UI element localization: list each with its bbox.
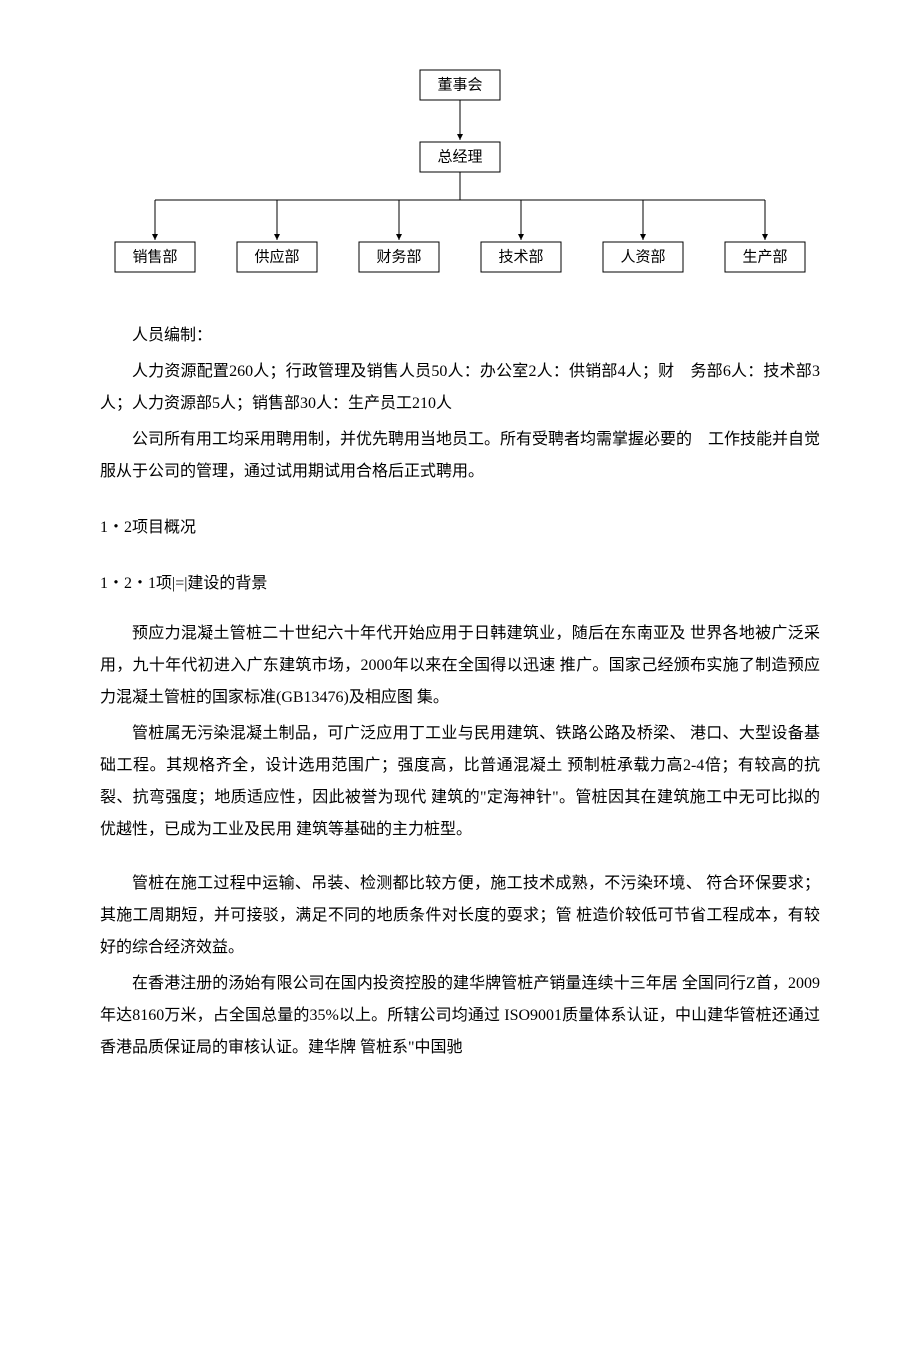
para-bg-4: 在香港注册的汤始有限公司在国内投资控股的建华牌管桩产销量连续十三年居 全国同行Z… xyxy=(100,968,820,1064)
heading-1-2: 1・2项目概况 xyxy=(100,512,820,544)
heading-1-2-1: 1・2・1项|=|建设的背景 xyxy=(100,568,820,600)
paragraph-gap xyxy=(100,850,820,868)
node-supply-label: 供应部 xyxy=(254,247,299,265)
para-bg-1: 预应力混凝土管桩二十世纪六十年代开始应用于日韩建筑业，随后在东南亚及 世界各地被… xyxy=(100,618,820,714)
org-chart: 董事会 总经理 销售部 供应部 财务部 技术 xyxy=(100,60,820,290)
node-tech-label: 技术部 xyxy=(498,248,543,265)
node-sales-label: 销售部 xyxy=(132,248,177,265)
para-staffing: 人力资源配置260人；行政管理及销售人员50人：办公室2人：供销部4人；财 务部… xyxy=(100,356,820,420)
node-board-label: 董事会 xyxy=(437,76,482,93)
para-bg-2: 管桩属无污染混凝土制品，可广泛应用丁工业与民用建筑、铁路公路及桥梁、 港口、大型… xyxy=(100,718,820,846)
document-page: 董事会 总经理 销售部 供应部 财务部 技术 xyxy=(0,0,920,1128)
org-chart-svg: 董事会 总经理 销售部 供应部 财务部 技术 xyxy=(100,60,820,290)
node-prod-label: 生产部 xyxy=(742,248,787,265)
para-employment: 公司所有用工均采用聘用制，并优先聘用当地员工。所有受聘者均需掌握必要的 工作技能… xyxy=(100,424,820,488)
node-gm-label: 总经理 xyxy=(437,148,482,165)
para-bg-3: 管桩在施工过程中运输、吊装、检测都比较方便，施工技术成熟，不污染环境、 符合环保… xyxy=(100,868,820,964)
node-finance-label: 财务部 xyxy=(376,248,421,265)
para-staffing-label: 人员编制： xyxy=(100,320,820,352)
node-hr-label: 人资部 xyxy=(620,248,665,265)
